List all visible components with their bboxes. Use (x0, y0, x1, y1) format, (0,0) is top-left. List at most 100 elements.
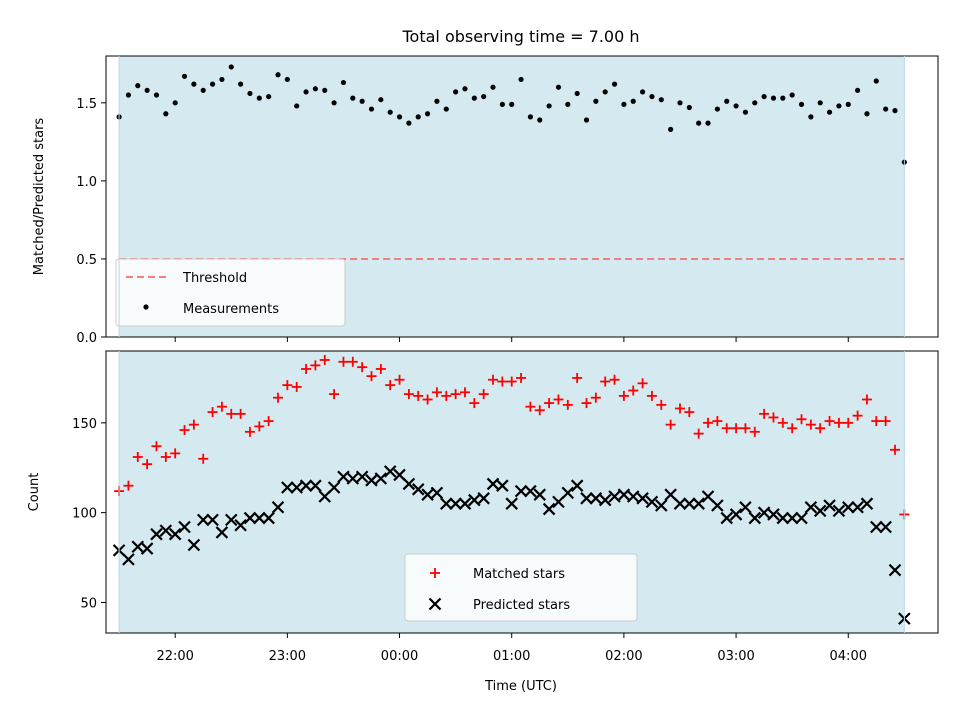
matched-star-point (516, 372, 527, 383)
predicted-star-point (486, 477, 500, 491)
measurement-point (817, 100, 823, 106)
measurement-point (686, 104, 692, 111)
measurement-point (359, 98, 365, 104)
matched-star-point (572, 372, 583, 383)
predicted-star-point (281, 481, 294, 494)
predicted-star-point (795, 511, 808, 525)
measurement-points (116, 64, 907, 165)
predicted-star-point (234, 518, 247, 532)
matched-star-point (450, 389, 461, 400)
bottom-y-axis-ticks: 50 100 150 (72, 417, 106, 611)
bottom-axes-frame (105, 350, 939, 634)
measurement-point (191, 81, 197, 87)
matched-star-point (357, 362, 368, 373)
matched-star-points (114, 354, 910, 520)
matched-star-point (805, 419, 816, 430)
matched-star-point (413, 390, 424, 401)
top-y-tick-label: 0.0 (76, 331, 97, 346)
predicted-star-point (729, 508, 743, 521)
predicted-star-point (421, 488, 434, 501)
matched-star-point (338, 356, 349, 367)
predicted-star-point (365, 474, 378, 487)
matched-star-point (843, 417, 854, 428)
predicted-star-point (870, 520, 883, 534)
predicted-star-point (243, 511, 257, 525)
matched-star-point (852, 410, 863, 421)
top-axes-frame (105, 55, 939, 338)
measurement-point (462, 86, 468, 92)
measurement-point (873, 78, 879, 84)
predicted-star-point (645, 495, 659, 509)
predicted-star-point (589, 492, 603, 505)
measurement-point (639, 89, 646, 95)
bottom-legend: Matched stars Predicted stars (404, 553, 638, 622)
matched-star-point (880, 416, 891, 427)
top-legend: Threshold Measurements (115, 258, 346, 327)
legend-matched-swatch (430, 568, 440, 578)
predicted-star-point (514, 484, 528, 498)
legend-predicted-marker (428, 597, 442, 611)
predicted-star-point (879, 520, 892, 534)
matched-star-point (441, 390, 452, 401)
predicted-star-point (430, 486, 444, 500)
measurement-point (247, 90, 253, 97)
measurement-point (396, 114, 403, 120)
bottom-y-tick-label: 50 (80, 596, 97, 611)
matched-star-point (403, 389, 414, 400)
measurement-point (443, 106, 449, 112)
predicted-star-point (374, 472, 388, 485)
matched-star-point (562, 399, 573, 410)
measurement-point (742, 109, 749, 115)
matched-star-point (674, 403, 685, 414)
legend-predicted-swatch (428, 597, 442, 611)
predicted-star-point (346, 472, 360, 485)
matched-star-point (132, 451, 143, 462)
predicted-star-points (112, 465, 911, 625)
legend-matched-marker (430, 568, 440, 578)
matched-star-point (731, 423, 742, 434)
matched-star-point (628, 385, 639, 396)
predicted-star-point (636, 492, 649, 505)
predicted-star-point (337, 470, 350, 484)
predicted-star-point (804, 500, 818, 514)
bottom-x-tick-label: 22:00 (156, 649, 193, 664)
measurement-point (630, 98, 636, 104)
matched-star-point (431, 387, 442, 398)
measurement-point (509, 101, 515, 107)
matched-star-point (319, 354, 330, 365)
predicted-star-point (383, 465, 397, 478)
measurement-point (658, 97, 664, 103)
measurement-point (294, 103, 300, 109)
measurement-point (219, 76, 225, 83)
matched-star-point (142, 459, 153, 470)
measurement-point (303, 89, 309, 95)
matched-star-point (646, 390, 657, 401)
predicted-star-point (468, 493, 481, 507)
measurement-point (284, 76, 290, 83)
matched-star-point (198, 453, 209, 464)
matched-star-point (244, 426, 255, 437)
matched-star-point (282, 380, 293, 391)
predicted-star-point (458, 497, 472, 510)
bottom-x-tick-label: 02:00 (605, 649, 642, 664)
measurement-point (125, 92, 132, 98)
matched-star-point (534, 405, 545, 416)
measurement-point (209, 81, 216, 87)
measurement-point (275, 72, 281, 78)
matched-star-point (600, 376, 611, 387)
predicted-star-point (767, 508, 780, 521)
measurement-point (527, 114, 534, 120)
predicted-star-point (196, 513, 210, 527)
predicted-star-point (505, 497, 518, 510)
measurement-point (256, 95, 262, 101)
measurement-point (705, 120, 711, 126)
predicted-star-point (711, 499, 724, 512)
predicted-star-point (533, 488, 547, 501)
matched-star-point (310, 360, 321, 371)
predicted-star-point (440, 497, 453, 510)
predicted-star-point (739, 500, 752, 514)
measurement-point (574, 90, 580, 97)
measurement-point (490, 84, 496, 90)
measurement-point (322, 87, 328, 93)
matched-star-point (590, 392, 601, 403)
